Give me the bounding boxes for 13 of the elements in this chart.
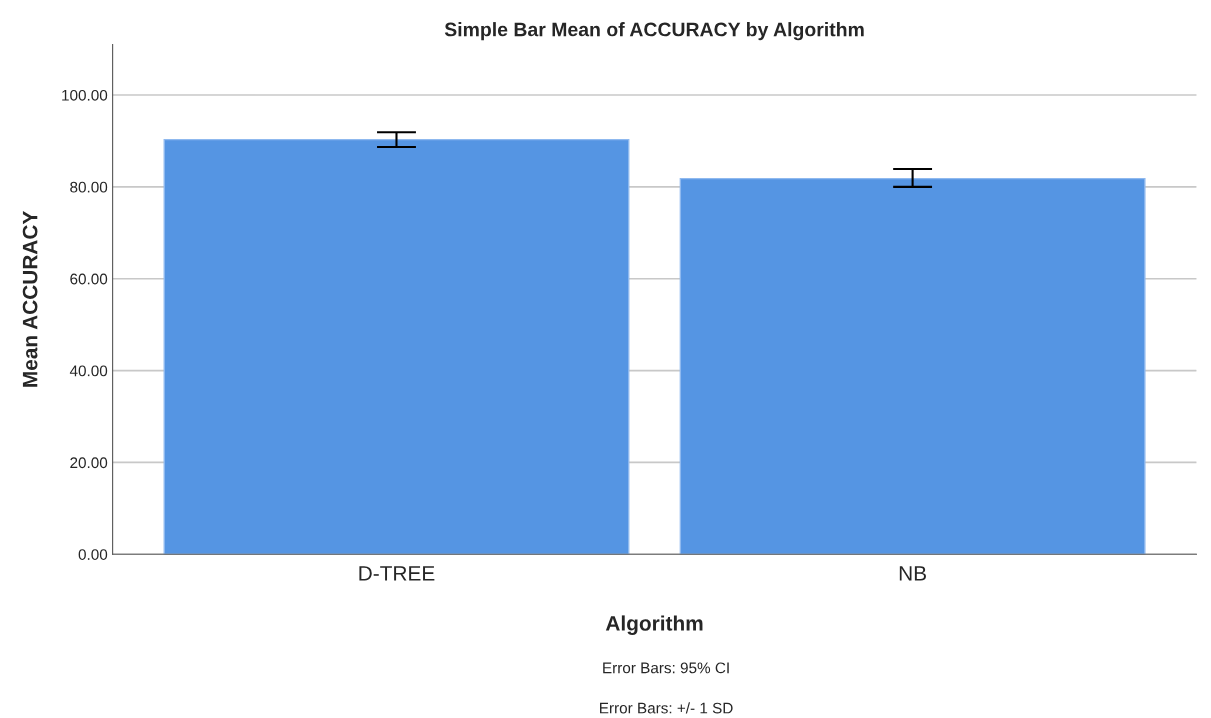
y-axis-title: Mean ACCURACY	[22, 211, 38, 387]
text: Error Bars: +/- 1 SD	[600, 702, 733, 714]
y-tick-label: 100.00	[62, 89, 108, 101]
chart-title: Simple Bar Mean of ACCURACY by Algorithm	[444, 22, 864, 41]
y-tick-label: 80.00	[70, 181, 108, 193]
text: Error Bars: 95% CI	[603, 662, 729, 674]
x-axis-title: Algorithm	[605, 615, 703, 635]
y-tick-label: 40.00	[69, 365, 108, 377]
y-tick-label: 0.00	[78, 549, 108, 560]
x-tick-label: NB	[899, 566, 926, 581]
y-tick-label: 60.00	[70, 273, 108, 285]
x-tick-label: D-TREE	[359, 566, 435, 581]
y-tick-label: 20.00	[70, 457, 108, 469]
